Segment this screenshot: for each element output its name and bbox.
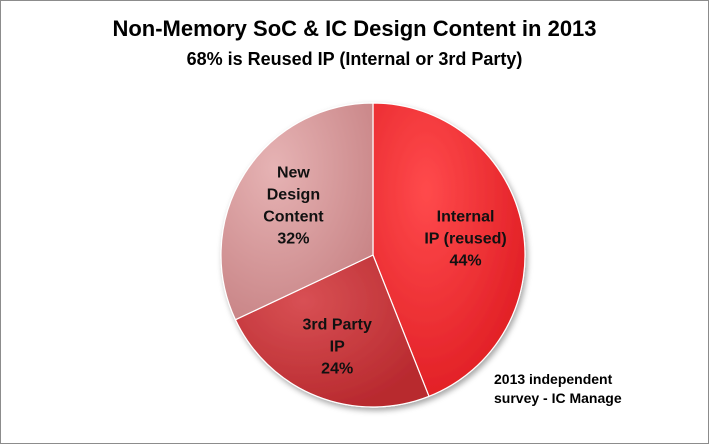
pie-slice	[234, 254, 430, 408]
slice-label-line: IP	[330, 338, 345, 355]
chart-title: Non-Memory SoC & IC Design Content in 20…	[112, 16, 597, 41]
source-annotation-line: 2013 independent	[494, 371, 613, 387]
source-annotation: 2013 independent survey - IC Manage	[494, 370, 694, 408]
slice-label-line: Design	[267, 187, 320, 204]
slice-label-line: 3rd Party	[303, 316, 372, 333]
slice-label-line: 44%	[450, 252, 482, 269]
slice-label-line: IP (reused)	[424, 230, 506, 247]
slice-label-line: 24%	[321, 360, 353, 377]
slice-label-line: 32%	[277, 231, 309, 248]
chart-subtitle: 68% is Reused IP (Internal or 3rd Party)	[186, 49, 523, 69]
pie-slice	[372, 102, 526, 398]
slice-label-line: Content	[263, 209, 324, 226]
slice-label-line: Internal	[437, 208, 495, 225]
slice-label: New Design Content 32%	[263, 165, 324, 248]
source-annotation-line: survey - IC Manage	[494, 390, 622, 406]
pie-slice	[220, 102, 374, 321]
slice-label: 3rd Party IP 24%	[303, 316, 372, 377]
slice-label: Internal IP (reused) 44%	[424, 208, 506, 269]
slice-label-line: New	[277, 165, 310, 182]
